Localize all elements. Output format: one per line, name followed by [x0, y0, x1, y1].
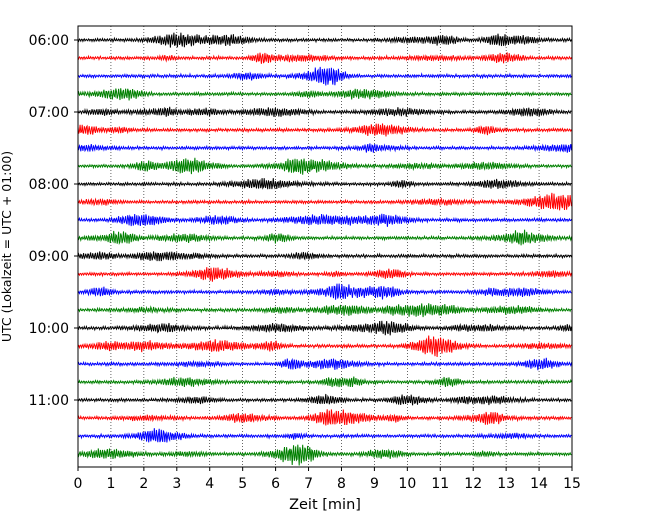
y-tick-label-0600: 06:00	[29, 33, 69, 49]
trace-1045	[77, 376, 572, 388]
x-tick-label-6: 6	[271, 476, 280, 492]
x-tick-label-2: 2	[139, 476, 148, 492]
x-tick-label-13: 13	[497, 476, 515, 492]
x-tick-label-14: 14	[530, 476, 548, 492]
trace-0645	[77, 88, 572, 101]
x-tick-label-4: 4	[205, 476, 214, 492]
trace-0730	[77, 143, 572, 153]
trace-1145	[77, 444, 572, 466]
plot-frame	[77, 25, 573, 468]
x-tick-label-8: 8	[337, 476, 346, 492]
trace-1130	[77, 428, 572, 443]
trace-0845	[77, 229, 572, 246]
y-tick-label-1000: 10:00	[29, 321, 69, 337]
trace-0715	[77, 123, 572, 137]
x-tick-label-1: 1	[106, 476, 115, 492]
trace-0945	[77, 303, 572, 318]
trace-0600	[77, 32, 572, 48]
x-tick-label-10: 10	[398, 476, 416, 492]
x-tick-label-12: 12	[464, 476, 482, 492]
x-tick-label-15: 15	[563, 476, 581, 492]
y-axis-label: UTC (Lokalzeit = UTC + 01:00)	[0, 151, 14, 342]
y-tick-label-0800: 08:00	[29, 177, 69, 193]
x-tick-label-5: 5	[238, 476, 247, 492]
trace-1100	[77, 393, 572, 406]
trace-0745	[77, 157, 572, 175]
trace-0615	[77, 52, 572, 64]
x-tick-label-11: 11	[431, 476, 449, 492]
trace-1000	[77, 320, 572, 336]
trace-0900	[77, 251, 572, 262]
x-tick-label-9: 9	[370, 476, 379, 492]
y-tick-label-0900: 09:00	[29, 249, 69, 265]
trace-0815	[77, 192, 572, 211]
y-tick-label-0700: 07:00	[29, 105, 69, 121]
x-axis: 0 1 2 3 4 5 6 7 8 9 10 11 12 13 14 15	[74, 467, 581, 492]
trace-1115	[77, 409, 572, 426]
trace-0930	[77, 283, 572, 300]
trace-group	[77, 32, 572, 466]
y-tick-label-1100: 11:00	[29, 393, 69, 409]
y-axis: 06:00 07:00 08:00 09:00 10:00 11:00	[29, 33, 78, 409]
trace-1030	[77, 357, 572, 371]
trace-0830	[77, 213, 572, 227]
x-tick-label-7: 7	[304, 476, 313, 492]
trace-0630	[77, 66, 572, 86]
x-tick-label-0: 0	[74, 476, 83, 492]
trace-0800	[77, 178, 572, 190]
x-axis-label: Zeit [min]	[289, 497, 361, 513]
trace-1015	[77, 335, 572, 357]
trace-0700	[77, 106, 572, 118]
x-tick-label-3: 3	[172, 476, 181, 492]
trace-0915	[77, 267, 572, 282]
